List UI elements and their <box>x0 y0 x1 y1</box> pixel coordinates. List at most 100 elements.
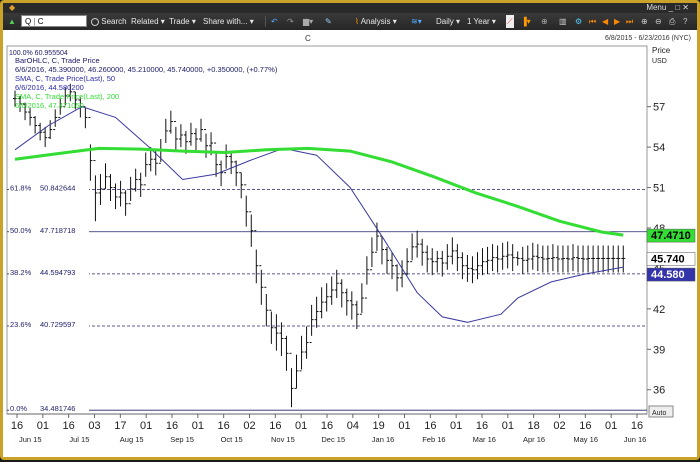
legend-line: SMA, C, Trade Price(Last), 50 <box>15 74 115 83</box>
x-day-label: 16 <box>63 420 75 432</box>
x-day-label: 16 <box>166 420 178 432</box>
price-label: Price <box>652 46 671 55</box>
redo-icon[interactable]: ↷ <box>287 17 294 26</box>
x-day-label: 16 <box>476 420 488 432</box>
maximize-icon[interactable]: □ <box>675 3 683 12</box>
title-bar: ◆ Menu _ □ ✕ <box>3 3 697 13</box>
fib-pct-label: 50.0% <box>10 226 32 235</box>
legend-line: SMA, C, Trade Price(Last), 200 <box>15 92 119 101</box>
x-month-label: May 16 <box>573 435 598 444</box>
next-icon[interactable]: ▶ <box>614 17 621 26</box>
chart-type-icon[interactable]: ▥ <box>559 17 567 26</box>
trade-label: Trade <box>169 17 190 26</box>
x-month-label: Jul 15 <box>69 435 89 444</box>
fib-value-label: 40.729597 <box>40 320 75 329</box>
undo-icon[interactable]: ↶ <box>271 17 278 26</box>
x-month-label: Jun 15 <box>19 435 42 444</box>
fib-label-bg <box>9 319 89 329</box>
share-menu[interactable]: Share with... ▾ <box>203 17 254 26</box>
auto-label: Auto <box>652 410 667 417</box>
minimize-icon[interactable]: _ <box>668 3 676 12</box>
x-day-label: 01 <box>450 420 462 432</box>
x-day-label: 16 <box>579 420 591 432</box>
bar-chart-icon[interactable]: ▐▾ <box>521 17 531 26</box>
related-menu[interactable]: Related ▾ <box>131 17 165 26</box>
menu-label[interactable]: Menu <box>646 3 667 12</box>
x-day-label: 16 <box>631 420 643 432</box>
price-chart[interactable]: 61.8% 50.842644 50.0% 47.718718 38.2% 44.5947… <box>3 30 697 457</box>
zoom-out-icon[interactable]: ⊖ <box>655 17 662 26</box>
interval-menu[interactable]: Daily ▾ <box>436 17 461 26</box>
symbol-value: C <box>37 17 44 26</box>
y-tick-label: 42 <box>653 304 665 316</box>
fib-value-label: 47.718718 <box>40 226 75 235</box>
price-badge <box>646 228 696 243</box>
price-badge-label: 45.740 <box>651 253 685 265</box>
window-controls[interactable]: Menu _ □ ✕ <box>646 3 689 12</box>
legend-line: BarOHLC, C, Trade Price <box>15 56 100 65</box>
x-day-label: 19 <box>373 420 385 432</box>
span-menu[interactable]: 1 Year ▾ <box>467 17 496 26</box>
draw-icon[interactable]: ✎ <box>325 17 332 26</box>
x-day-label: 18 <box>528 420 540 432</box>
x-day-label: 16 <box>424 420 436 432</box>
studies-icon[interactable]: ≋▾ <box>411 17 422 26</box>
analysis-label: Analysis <box>360 17 391 26</box>
x-day-label: 04 <box>347 420 359 432</box>
fib-value-label: 34.481746 <box>40 404 75 413</box>
x-month-label: Dec 15 <box>321 435 345 444</box>
zoom-in-icon[interactable]: ⊕ <box>641 17 648 26</box>
x-day-label: 01 <box>37 420 49 432</box>
price-badge <box>646 252 696 266</box>
fib-top-label: 100.0% 60.955504 <box>9 50 68 57</box>
x-day-label: 03 <box>88 420 100 432</box>
first-icon[interactable]: ⏮ <box>589 17 597 26</box>
x-month-label: Sep 15 <box>170 435 194 444</box>
x-day-label: 02 <box>243 420 255 432</box>
trade-menu[interactable]: Trade ▾ <box>169 17 196 26</box>
folder-icon[interactable]: ▆▾ <box>303 17 314 26</box>
symbol-prefix: Q <box>25 17 32 26</box>
last-icon[interactable]: ⏭ <box>626 17 634 26</box>
x-month-label: Mar 16 <box>473 435 496 444</box>
close-icon[interactable]: ✕ <box>682 3 689 12</box>
line-chart-icon[interactable]: ⟋ <box>506 15 514 28</box>
related-label: Related <box>131 17 159 26</box>
fib-value-label: 44.594793 <box>40 268 75 277</box>
x-month-label: Oct 15 <box>221 435 243 444</box>
price-badge-label: 44.580 <box>651 269 685 281</box>
search-icon <box>91 17 99 26</box>
x-day-label: 16 <box>269 420 281 432</box>
fib-pct-label: 61.8% <box>10 184 32 193</box>
chart-area[interactable]: 61.8% 50.842644 50.0% 47.718718 38.2% 44.5947… <box>3 30 697 457</box>
interval-label: Daily <box>436 17 454 26</box>
crosshair-icon[interactable]: ⊕ <box>541 17 548 26</box>
analysis-menu[interactable]: ⌇ Analysis ▾ <box>355 17 397 26</box>
span-label: 1 Year <box>467 17 490 26</box>
prev-icon[interactable]: ◀ <box>602 17 609 26</box>
x-month-label: Jun 16 <box>624 435 647 444</box>
x-day-label: 17 <box>114 420 126 432</box>
y-tick-label: 36 <box>653 385 665 397</box>
analysis-icon: ⌇ <box>355 17 359 26</box>
symbol-input[interactable]: Q | C <box>21 15 87 27</box>
auto-scale-button[interactable] <box>648 405 674 418</box>
fib-value-label: 50.842644 <box>40 184 75 193</box>
x-month-label: Apr 16 <box>523 435 545 444</box>
y-tick-label: 51 <box>653 183 665 195</box>
y-tick-label: 39 <box>653 344 665 356</box>
y-tick-label: 54 <box>653 142 665 154</box>
fib-pct-label: 38.2% <box>10 268 32 277</box>
sma-50-line <box>14 106 624 323</box>
x-month-label: Jan 16 <box>372 435 395 444</box>
settings-icon[interactable]: ⚙ <box>575 17 583 26</box>
x-day-label: 01 <box>295 420 307 432</box>
x-day-label: 16 <box>218 420 230 432</box>
x-day-label: 16 <box>321 420 333 432</box>
date-range: 6/8/2015 - 6/23/2016 (NYC) <box>605 35 691 42</box>
help-icon[interactable]: ? <box>683 17 688 26</box>
x-day-label: 01 <box>398 420 410 432</box>
search-button[interactable]: Search <box>91 15 127 28</box>
go-up-icon[interactable]: ▲ <box>8 17 16 26</box>
print-icon[interactable]: ⎙ <box>669 17 676 26</box>
